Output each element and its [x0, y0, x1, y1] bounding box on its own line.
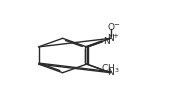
Text: N: N — [103, 37, 110, 46]
Text: +: + — [113, 33, 119, 39]
Text: CH$_3$: CH$_3$ — [101, 63, 120, 75]
Text: N: N — [107, 68, 114, 77]
Text: −: − — [113, 22, 119, 28]
Text: N: N — [107, 34, 114, 43]
Text: O: O — [107, 23, 114, 32]
